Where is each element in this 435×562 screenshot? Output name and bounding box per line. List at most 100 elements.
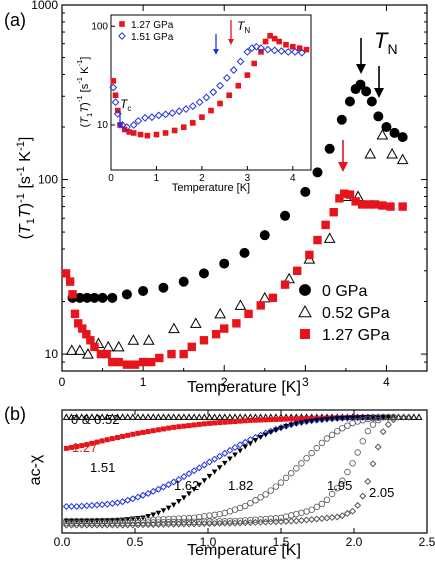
data-point	[381, 122, 392, 133]
chi-point	[150, 428, 156, 434]
chi-point	[83, 502, 91, 510]
x-tick-label: 3	[302, 375, 309, 389]
chi-point	[119, 519, 126, 527]
data-point	[214, 307, 227, 319]
chi-point	[303, 454, 310, 462]
chi-point	[175, 413, 183, 420]
chi-point	[94, 439, 100, 445]
chi-point	[108, 413, 117, 420]
chi-point	[109, 519, 116, 527]
chi-point	[139, 521, 147, 529]
chi-point	[298, 420, 305, 426]
x-tick-label: 2	[221, 375, 228, 389]
chi-point	[78, 519, 85, 527]
chi-point	[288, 422, 295, 428]
chi-point	[252, 497, 259, 504]
tn-arrow-red	[338, 140, 348, 172]
inset-data-point	[162, 130, 169, 136]
chi-point	[273, 416, 279, 422]
data-point	[280, 210, 291, 221]
chi-point	[263, 417, 269, 423]
chi-point	[89, 440, 95, 446]
chi-point	[237, 418, 243, 424]
chi-point	[298, 460, 305, 467]
chi-point	[313, 444, 320, 452]
chi-point	[359, 438, 366, 445]
chi-point	[94, 518, 100, 524]
chi-point	[78, 413, 86, 420]
data-point	[108, 357, 117, 367]
chi-point	[247, 441, 254, 447]
chi-point	[124, 517, 131, 524]
inset-x-tick-label: 1	[154, 173, 160, 184]
chi-point	[308, 515, 316, 523]
chi-point	[176, 499, 182, 505]
data-point	[345, 190, 355, 199]
legend-marker	[299, 284, 311, 296]
data-point	[122, 360, 132, 369]
chi-point	[201, 513, 208, 520]
chi-point	[185, 413, 193, 420]
data-point	[258, 291, 271, 303]
chi-point	[201, 478, 208, 484]
chi-point	[191, 422, 197, 428]
chi-point	[216, 465, 223, 471]
inset-data-point	[223, 73, 231, 82]
inset-data-point	[195, 98, 204, 107]
series-0-gpa	[67, 79, 408, 303]
inset-data-point	[235, 82, 242, 89]
chi-point	[206, 518, 213, 525]
inset-data-point	[267, 33, 273, 39]
chi-point	[242, 444, 249, 450]
chi-point	[62, 413, 71, 420]
chi-point	[73, 521, 81, 529]
chi-point	[206, 473, 213, 479]
chi-point	[88, 413, 96, 420]
chi-point	[129, 495, 137, 503]
data-point	[389, 127, 400, 138]
data-point	[155, 353, 164, 363]
chi-point	[201, 421, 207, 427]
chi-point	[370, 415, 376, 421]
data-point	[70, 309, 80, 319]
chi-point	[170, 518, 177, 526]
chi-point	[323, 496, 331, 504]
chi-point	[278, 416, 284, 422]
chi-point	[114, 435, 120, 441]
inset-x-tick-label: 4	[290, 173, 296, 184]
data-point	[312, 167, 323, 178]
x-tick-label: 0	[59, 375, 66, 389]
data-point	[74, 319, 83, 328]
inset-xlabel: Temperature [K]	[172, 182, 250, 194]
legend-label: 1.27 GPa	[322, 327, 390, 344]
data-point	[373, 111, 384, 122]
chi-point	[242, 517, 249, 524]
chi-point	[196, 513, 203, 521]
chi-point	[231, 517, 239, 525]
chi-point	[180, 518, 188, 526]
chi-point	[415, 413, 423, 420]
chi-point	[298, 416, 304, 422]
chi-point	[359, 492, 367, 500]
inset-data-point	[296, 45, 303, 51]
data-point	[179, 349, 188, 359]
data-point	[378, 201, 387, 210]
data-point	[61, 269, 71, 278]
chi-point	[211, 511, 218, 519]
chi-point	[349, 460, 356, 467]
inset-x-tick-label: 2	[199, 173, 205, 184]
chi-point	[313, 503, 320, 511]
inset-legend-marker	[118, 32, 126, 40]
chi-point	[68, 444, 74, 450]
chi-point	[293, 510, 300, 518]
inset-data-point	[109, 83, 118, 92]
chi-point	[292, 517, 300, 525]
chi-point	[205, 413, 214, 420]
data-point	[121, 289, 132, 300]
chi-point	[154, 485, 162, 493]
chi-point	[180, 520, 188, 528]
chi-point	[180, 413, 188, 420]
data-point	[344, 96, 355, 107]
data-point	[102, 349, 111, 359]
chi-point	[385, 414, 392, 420]
